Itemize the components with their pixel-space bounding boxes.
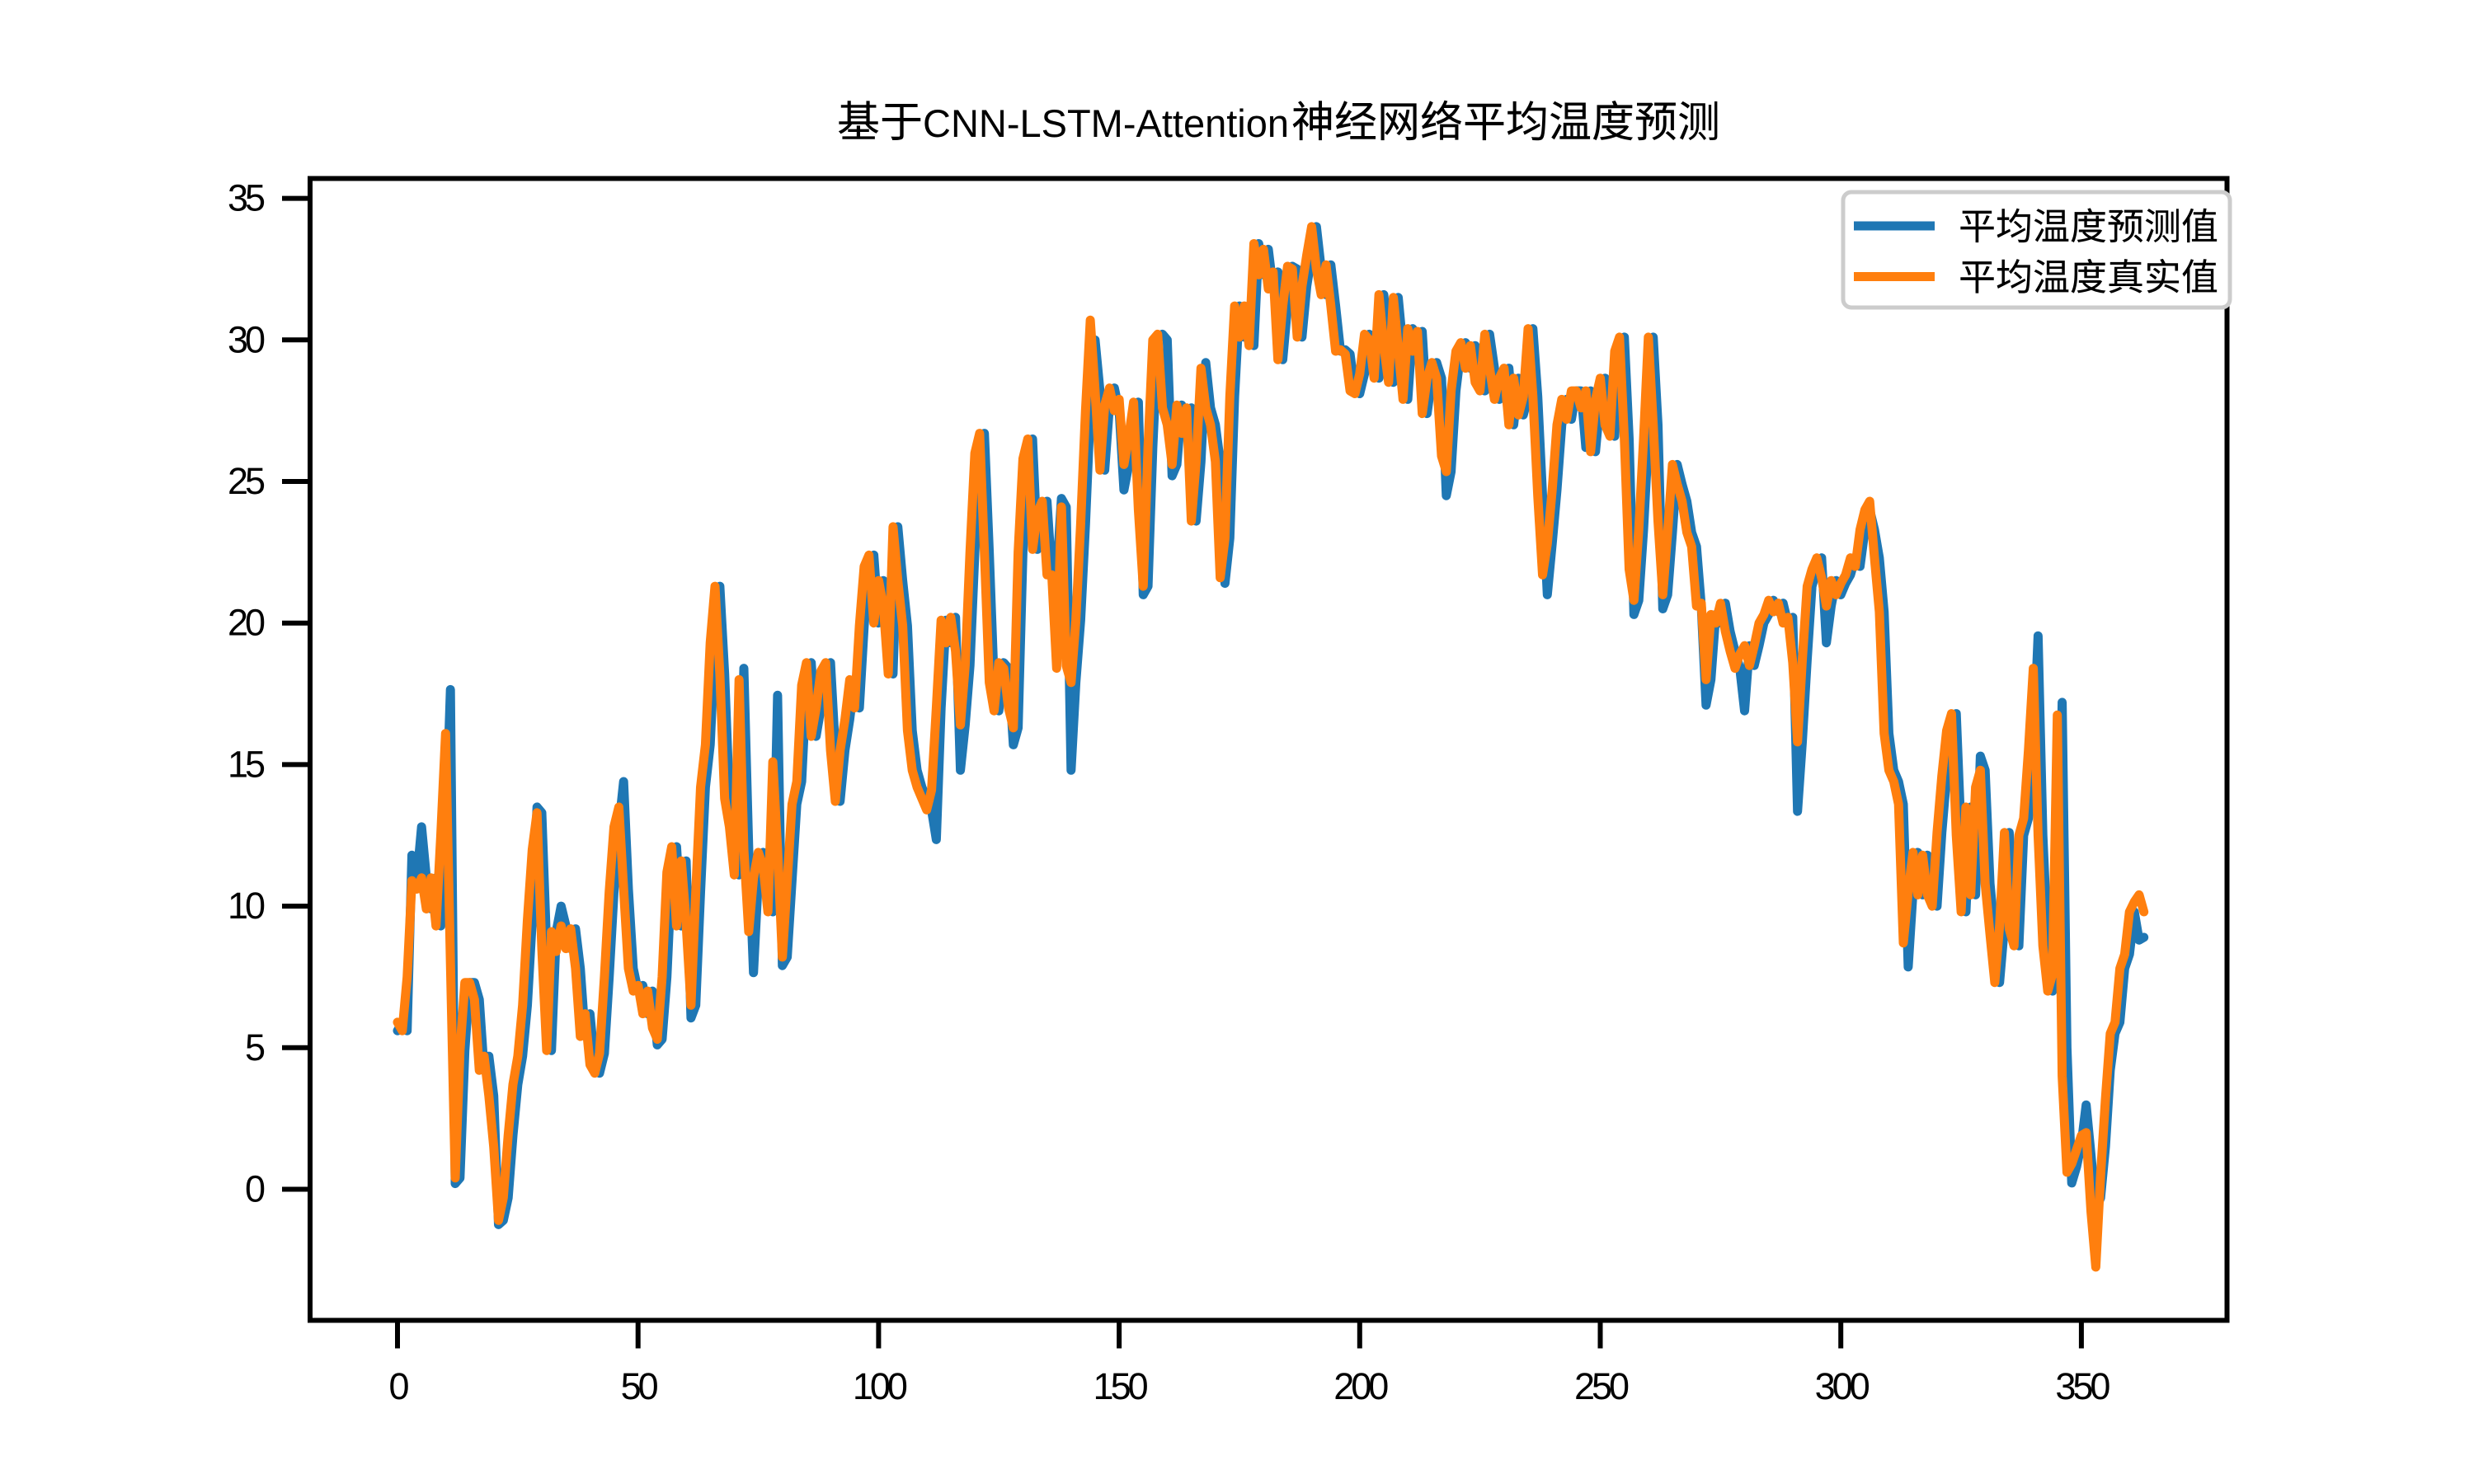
svg-text:200: 200 [1333,1365,1388,1407]
svg-text:10: 10 [228,885,265,927]
svg-text:5: 5 [245,1026,265,1068]
svg-text:30: 30 [228,318,265,360]
svg-text:150: 150 [1094,1365,1148,1407]
svg-text:0: 0 [388,1365,408,1407]
svg-text:350: 350 [2055,1365,2109,1407]
svg-text:CNN-LSTM-Attention: CNN-LSTM-Attention [923,101,1289,145]
svg-text:15: 15 [228,743,265,785]
svg-text:50: 50 [621,1365,658,1407]
svg-text:100: 100 [853,1365,907,1407]
svg-text:0: 0 [245,1168,265,1210]
svg-text:35: 35 [228,177,265,219]
svg-text:250: 250 [1574,1365,1629,1407]
svg-text:300: 300 [1815,1365,1870,1407]
svg-text:25: 25 [228,460,265,502]
svg-text:20: 20 [228,602,265,644]
